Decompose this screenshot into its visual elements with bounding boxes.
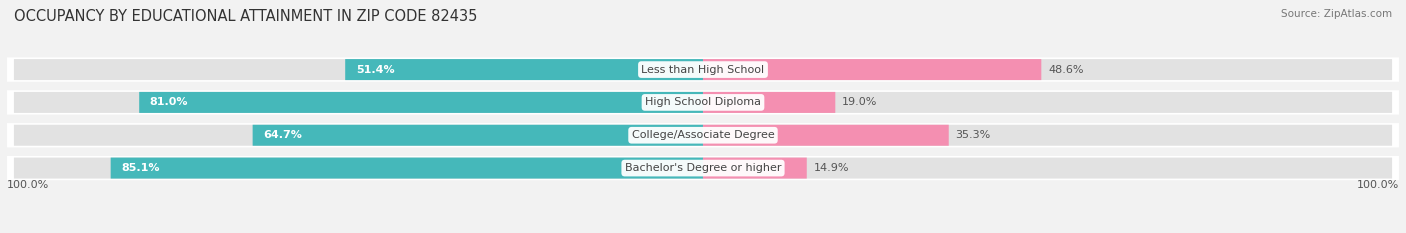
FancyBboxPatch shape — [7, 123, 1399, 147]
Text: High School Diploma: High School Diploma — [645, 97, 761, 107]
Text: 19.0%: 19.0% — [842, 97, 877, 107]
FancyBboxPatch shape — [111, 158, 703, 178]
FancyBboxPatch shape — [139, 92, 703, 113]
FancyBboxPatch shape — [703, 158, 807, 178]
FancyBboxPatch shape — [14, 92, 1392, 113]
FancyBboxPatch shape — [7, 90, 1399, 115]
Text: 100.0%: 100.0% — [1357, 180, 1399, 190]
FancyBboxPatch shape — [703, 92, 835, 113]
Text: 64.7%: 64.7% — [263, 130, 302, 140]
Text: 14.9%: 14.9% — [814, 163, 849, 173]
FancyBboxPatch shape — [346, 59, 703, 80]
FancyBboxPatch shape — [14, 59, 1392, 80]
Text: 51.4%: 51.4% — [356, 65, 394, 75]
FancyBboxPatch shape — [14, 125, 1392, 146]
FancyBboxPatch shape — [253, 125, 703, 146]
Text: Bachelor's Degree or higher: Bachelor's Degree or higher — [624, 163, 782, 173]
Text: Source: ZipAtlas.com: Source: ZipAtlas.com — [1281, 9, 1392, 19]
Text: 48.6%: 48.6% — [1049, 65, 1084, 75]
Text: 35.3%: 35.3% — [956, 130, 991, 140]
Text: College/Associate Degree: College/Associate Degree — [631, 130, 775, 140]
FancyBboxPatch shape — [14, 158, 1392, 178]
Text: OCCUPANCY BY EDUCATIONAL ATTAINMENT IN ZIP CODE 82435: OCCUPANCY BY EDUCATIONAL ATTAINMENT IN Z… — [14, 9, 478, 24]
Text: 85.1%: 85.1% — [121, 163, 160, 173]
Text: Less than High School: Less than High School — [641, 65, 765, 75]
FancyBboxPatch shape — [703, 125, 949, 146]
Text: 81.0%: 81.0% — [149, 97, 188, 107]
FancyBboxPatch shape — [7, 156, 1399, 180]
FancyBboxPatch shape — [703, 59, 1042, 80]
Text: 100.0%: 100.0% — [7, 180, 49, 190]
FancyBboxPatch shape — [7, 58, 1399, 82]
